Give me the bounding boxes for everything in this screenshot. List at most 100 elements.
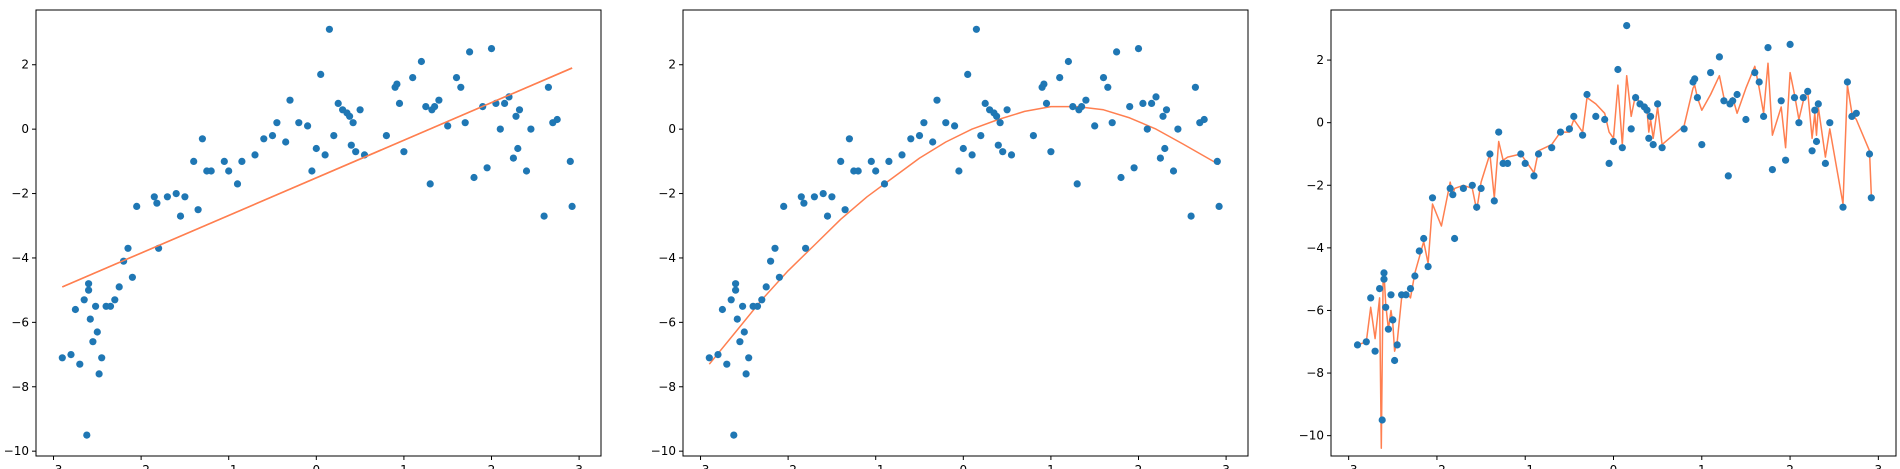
data-point <box>496 125 504 133</box>
data-point <box>457 83 465 91</box>
data-point <box>727 296 735 304</box>
data-point <box>349 119 357 127</box>
data-point <box>417 57 425 66</box>
data-point <box>282 138 290 146</box>
data-point <box>106 302 115 310</box>
data-point <box>742 370 750 378</box>
data-point <box>780 202 788 210</box>
data-point <box>854 167 862 175</box>
data-point <box>150 193 158 201</box>
chart-panel-quadratic-fit: −3−2−10123−10−8−6−4−202 <box>651 9 1249 469</box>
y-tick-label: −6 <box>658 315 676 329</box>
data-point <box>705 354 713 362</box>
data-point <box>553 115 561 124</box>
data-point <box>225 167 233 175</box>
data-point <box>1451 234 1459 243</box>
data-point <box>93 328 101 336</box>
data-point <box>933 96 941 104</box>
data-point <box>444 122 452 130</box>
data-point <box>994 141 1002 149</box>
data-point <box>736 338 744 346</box>
data-point <box>1064 57 1072 66</box>
data-point <box>1812 137 1821 146</box>
data-point <box>1724 172 1732 180</box>
data-point <box>1534 150 1543 158</box>
data-point <box>981 99 989 107</box>
data-point <box>1751 69 1759 77</box>
data-point <box>111 296 119 304</box>
data-point <box>723 360 731 368</box>
data-point <box>797 193 805 201</box>
data-point <box>190 157 198 165</box>
y-tick-label: 0 <box>1316 116 1324 130</box>
data-point <box>1126 103 1134 111</box>
x-tick-label: 0 <box>959 463 967 469</box>
data-point <box>942 119 950 127</box>
data-point <box>771 244 779 252</box>
data-point <box>1768 166 1776 174</box>
data-point <box>233 180 242 188</box>
data-point <box>1821 159 1829 167</box>
data-point <box>466 48 474 56</box>
data-point <box>89 338 97 346</box>
data-point <box>929 138 937 146</box>
data-point <box>304 122 312 130</box>
data-point <box>1609 137 1618 146</box>
data-point <box>1389 316 1397 324</box>
x-tick-label: −3 <box>1340 463 1358 469</box>
data-point <box>1213 157 1221 165</box>
data-point <box>1134 45 1143 53</box>
y-tick-label: −2 <box>11 187 29 201</box>
x-tick-label: −2 <box>132 463 150 469</box>
data-point <box>1601 115 1609 124</box>
data-point <box>1191 83 1199 91</box>
data-point <box>1391 356 1399 365</box>
data-point <box>915 132 924 140</box>
data-point <box>426 180 434 188</box>
plot-frame <box>1330 9 1897 457</box>
data-point <box>1720 97 1728 105</box>
data-point <box>346 112 354 120</box>
data-point <box>1852 109 1860 117</box>
x-tick-label: 1 <box>400 463 408 469</box>
data-point <box>740 328 748 336</box>
data-point <box>1384 325 1392 333</box>
y-tick-label: −2 <box>658 187 676 201</box>
data-point <box>1764 44 1772 52</box>
data-point <box>514 144 522 153</box>
data-point <box>977 132 985 140</box>
data-point <box>176 212 185 220</box>
data-point <box>509 154 517 162</box>
data-point <box>1843 78 1851 86</box>
data-point <box>1473 203 1481 211</box>
data-point <box>1583 90 1591 99</box>
data-point <box>907 135 915 143</box>
data-point <box>76 360 84 368</box>
data-point <box>1459 184 1467 192</box>
data-point <box>85 286 93 294</box>
data-point <box>872 167 880 175</box>
data-point <box>775 273 784 281</box>
data-point <box>83 431 91 439</box>
data-point <box>802 244 810 252</box>
data-point <box>732 286 740 294</box>
x-tick-label: 0 <box>1610 463 1618 469</box>
y-tick-label: −8 <box>11 380 29 394</box>
data-point <box>198 135 206 143</box>
data-point <box>1130 164 1138 172</box>
data-point <box>1371 347 1379 355</box>
data-point <box>1402 291 1410 299</box>
data-point <box>153 199 161 207</box>
data-point <box>393 80 401 88</box>
data-point <box>993 112 1001 120</box>
data-point <box>71 305 79 314</box>
data-point <box>1592 112 1600 120</box>
data-point <box>1424 263 1432 271</box>
data-point <box>1056 74 1064 82</box>
data-point <box>1632 94 1640 102</box>
data-point <box>334 99 342 107</box>
data-point <box>1839 203 1847 211</box>
x-tick-label: 2 <box>1135 463 1143 469</box>
data-point <box>409 74 417 82</box>
data-point <box>1104 83 1112 91</box>
